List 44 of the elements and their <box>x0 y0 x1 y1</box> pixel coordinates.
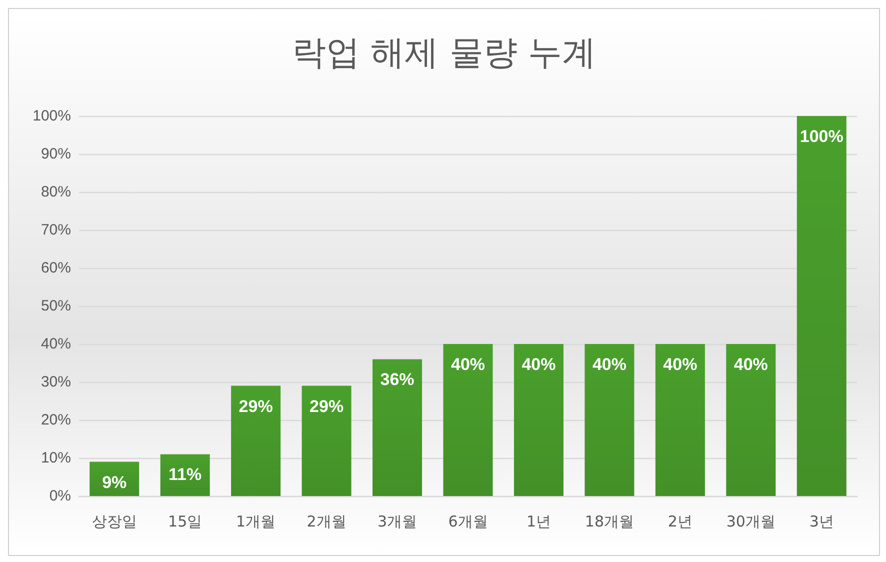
data-label: 9% <box>102 472 127 492</box>
bar <box>584 344 634 496</box>
data-label: 29% <box>238 396 273 416</box>
bar <box>726 344 776 496</box>
y-tick-label: 60% <box>40 260 71 276</box>
y-tick-label: 100% <box>32 108 71 124</box>
y-tick-label: 50% <box>40 298 71 314</box>
data-label: 40% <box>592 355 626 374</box>
x-tick-label: 1년 <box>526 512 551 530</box>
bar <box>443 344 493 496</box>
data-label: 40% <box>734 355 768 374</box>
y-tick-label: 0% <box>49 488 71 504</box>
x-tick-label: 1개월 <box>236 512 276 530</box>
x-tick-label: 2개월 <box>306 512 346 530</box>
x-tick-label: 3개월 <box>378 512 418 530</box>
bar <box>372 359 422 496</box>
x-tick-label: 6개월 <box>448 512 488 530</box>
data-label: 100% <box>800 127 844 146</box>
y-tick-label: 70% <box>40 222 71 238</box>
y-tick-label: 40% <box>40 336 71 352</box>
x-tick-label: 3년 <box>809 512 834 530</box>
data-label: 40% <box>522 355 556 374</box>
x-tick-label: 상장일 <box>92 512 137 530</box>
x-tick-label: 15일 <box>168 512 202 530</box>
y-tick-label: 90% <box>40 146 71 162</box>
y-tick-label: 80% <box>40 184 71 200</box>
data-label: 11% <box>168 465 202 484</box>
y-tick-label: 20% <box>40 412 71 428</box>
data-label: 40% <box>450 355 486 374</box>
chart-title: 락업 해제 물량 누계 <box>292 33 596 73</box>
bar <box>514 344 564 496</box>
x-tick-label: 18개월 <box>584 512 634 530</box>
bar <box>796 116 846 496</box>
data-label: 36% <box>380 370 414 390</box>
bar <box>160 454 210 496</box>
y-tick-label: 30% <box>40 374 71 390</box>
data-label: 40% <box>663 355 698 374</box>
data-label: 29% <box>310 396 344 416</box>
x-tick-label: 2년 <box>668 512 692 530</box>
bar <box>302 386 352 496</box>
x-tick-label: 30개월 <box>726 512 776 530</box>
y-tick-label: 10% <box>40 450 71 466</box>
bar <box>655 344 705 496</box>
bar <box>231 386 281 496</box>
